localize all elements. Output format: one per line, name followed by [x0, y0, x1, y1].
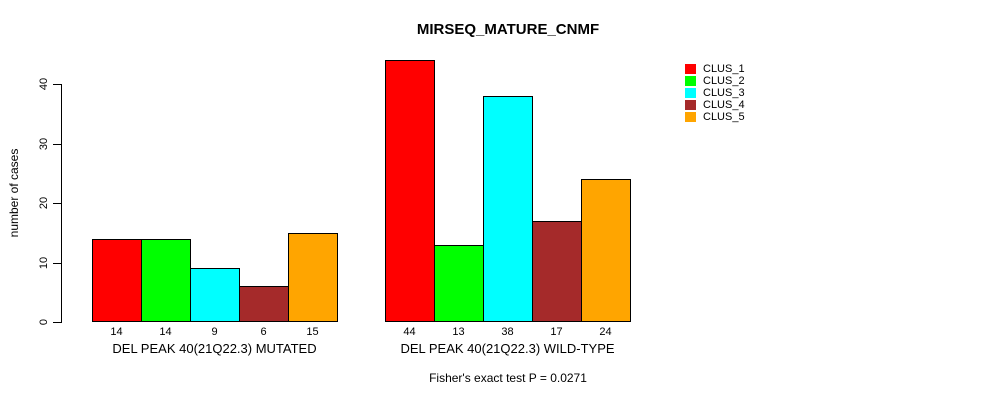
- y-axis-tick-label: 10: [38, 256, 50, 269]
- legend-item-clus_1: CLUS_1: [685, 63, 745, 75]
- bar-clus_2-mutated: [141, 239, 191, 322]
- legend-swatch-icon: [685, 64, 696, 74]
- legend-label: CLUS_1: [703, 63, 745, 75]
- bar-clus_2-wild-type: [434, 245, 484, 322]
- y-axis-tick-label: 20: [38, 196, 50, 210]
- bar-value-label: 13: [452, 326, 465, 338]
- bar-value-label: 24: [599, 326, 612, 338]
- legend-label: CLUS_2: [703, 75, 745, 87]
- bar-clus_5-wild-type: [581, 179, 631, 322]
- bar-clus_5-mutated: [288, 233, 338, 322]
- bar-value-label: 44: [403, 326, 416, 338]
- legend-swatch-icon: [685, 88, 696, 98]
- legend: CLUS_1 CLUS_2 CLUS_3 CLUS_4 CLUS_5: [685, 63, 745, 123]
- y-axis-tick-mark: [53, 143, 61, 145]
- x-group-label: DEL PEAK 40(21Q22.3) WILD-TYPE: [400, 341, 615, 356]
- y-axis-label: number of cases: [7, 148, 21, 238]
- legend-swatch-icon: [685, 76, 696, 86]
- bar-clus_1-wild-type: [385, 60, 435, 322]
- legend-item-clus_5: CLUS_5: [685, 111, 745, 123]
- legend-swatch-icon: [685, 100, 696, 110]
- bar-value-label: 17: [550, 326, 563, 338]
- footnote-fisher-test: Fisher's exact test P = 0.0271: [429, 371, 587, 385]
- bar-clus_4-wild-type: [532, 221, 582, 322]
- y-axis-tick-label: 0: [38, 318, 50, 326]
- y-axis-tick-mark: [53, 84, 61, 85]
- y-axis-tick-label: 40: [38, 77, 50, 91]
- bar-clus_3-mutated: [190, 268, 240, 322]
- bar-value-label: 14: [110, 326, 123, 338]
- bar-value-label: 6: [260, 326, 267, 338]
- bar-clus_4-mutated: [239, 286, 289, 322]
- legend-label: CLUS_3: [703, 87, 745, 99]
- bar-value-label: 15: [306, 326, 319, 338]
- legend-item-clus_3: CLUS_3: [685, 87, 745, 99]
- chart-title: MIRSEQ_MATURE_CNMF: [416, 21, 600, 38]
- bar-clus_3-wild-type: [483, 96, 533, 322]
- bar-value-label: 9: [211, 326, 218, 338]
- x-group-label: DEL PEAK 40(21Q22.3) MUTATED: [112, 341, 317, 356]
- y-axis-tick-mark: [53, 203, 61, 204]
- legend-item-clus_4: CLUS_4: [685, 99, 745, 111]
- bar-value-label: 14: [159, 326, 172, 338]
- legend-label: CLUS_5: [703, 111, 745, 123]
- y-axis-tick-label: 30: [38, 137, 50, 150]
- legend-label: CLUS_4: [703, 99, 745, 111]
- legend-swatch-icon: [685, 112, 696, 122]
- y-axis-tick-mark: [53, 262, 61, 264]
- bar-clus_1-mutated: [92, 239, 142, 322]
- y-axis-tick-mark: [53, 322, 61, 323]
- bar-value-label: 38: [501, 326, 514, 338]
- y-axis-line: [61, 84, 62, 323]
- legend-item-clus_2: CLUS_2: [685, 75, 745, 87]
